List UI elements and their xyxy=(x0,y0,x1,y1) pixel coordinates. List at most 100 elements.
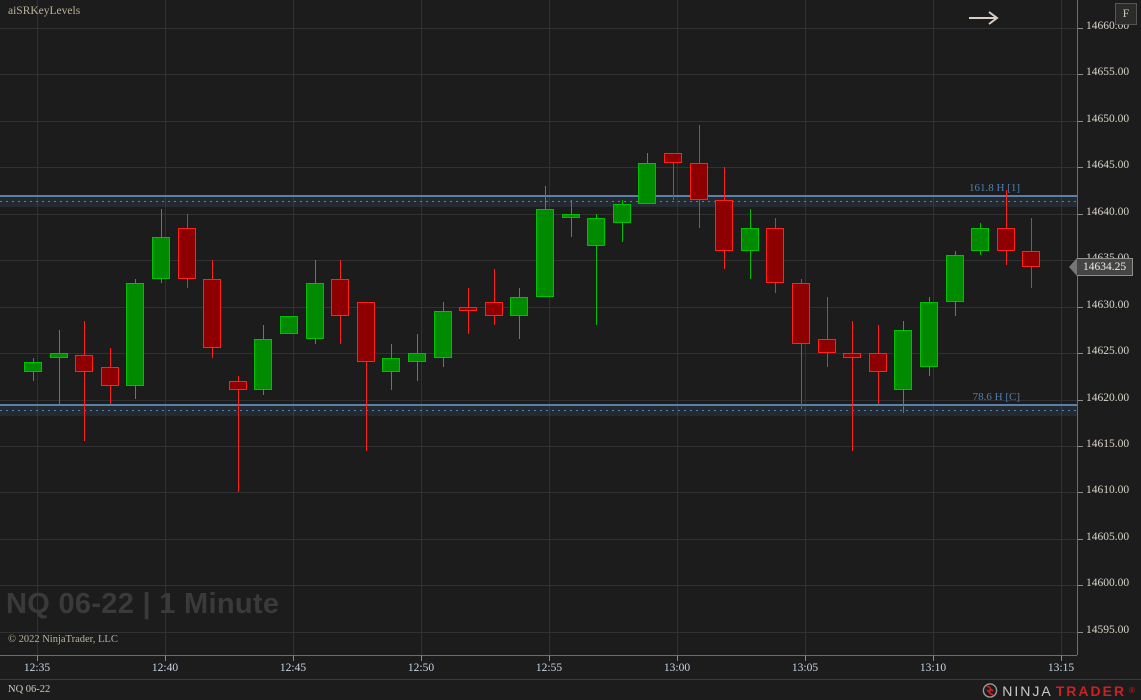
price-marker-value: 14634.25 xyxy=(1077,258,1134,277)
arrow-right-icon[interactable] xyxy=(967,10,1001,26)
time-axis-label: 12:50 xyxy=(407,662,435,674)
candle-body[interactable] xyxy=(741,227,759,251)
price-tick xyxy=(1078,632,1083,633)
candle-wick xyxy=(366,301,367,451)
candle-body[interactable] xyxy=(280,315,298,335)
time-tick xyxy=(677,656,678,661)
candle-wick xyxy=(827,297,828,367)
candlestick-series[interactable] xyxy=(0,0,1077,655)
sr-level-line[interactable] xyxy=(0,404,1077,407)
last-price-marker: 14634.25 xyxy=(1069,258,1134,277)
candle-body[interactable] xyxy=(75,355,93,372)
horizontal-gridline xyxy=(0,539,1077,540)
price-axis-label: 14610.00 xyxy=(1086,484,1130,496)
candle-body[interactable] xyxy=(510,297,528,316)
price-axis-label: 14640.00 xyxy=(1086,206,1130,218)
candle-body[interactable] xyxy=(459,306,477,312)
vertical-gridline xyxy=(677,0,678,655)
candle-body[interactable] xyxy=(997,227,1015,251)
vertical-gridline xyxy=(1061,0,1062,655)
candle-body[interactable] xyxy=(178,227,196,279)
candle-body[interactable] xyxy=(382,357,400,372)
time-axis-label: 12:35 xyxy=(23,662,51,674)
candle-body[interactable] xyxy=(229,380,247,391)
candle-body[interactable] xyxy=(818,339,836,354)
candle-body[interactable] xyxy=(152,236,170,279)
vertical-gridline xyxy=(549,0,550,655)
candle-body[interactable] xyxy=(613,204,631,223)
vertical-gridline xyxy=(37,0,38,655)
candle-body[interactable] xyxy=(971,227,989,251)
f-button[interactable]: F xyxy=(1115,3,1137,25)
time-tick xyxy=(37,656,38,661)
sr-band-fill xyxy=(0,195,1077,207)
candle-body[interactable] xyxy=(690,162,708,200)
brand-trader-text: TRADER xyxy=(1055,682,1127,699)
candle-body[interactable] xyxy=(254,339,272,391)
price-axis[interactable]: 14660.00 14655.00 14650.00 14645.00 14640.00… xyxy=(1077,0,1141,655)
candle-body[interactable] xyxy=(843,353,861,358)
time-tick xyxy=(1061,656,1062,661)
candle-body[interactable] xyxy=(434,311,452,358)
candle-wick xyxy=(801,278,802,409)
candle-body[interactable] xyxy=(946,255,964,302)
horizontal-gridline xyxy=(0,400,1077,401)
support-resistance-layer: 161.8 H [1] 78.6 H [C] xyxy=(0,182,1077,416)
candle-body[interactable] xyxy=(101,366,119,386)
price-marker-arrow xyxy=(1069,258,1077,277)
candle-body[interactable] xyxy=(331,278,349,316)
candle-body[interactable] xyxy=(24,362,42,372)
candle-body[interactable] xyxy=(485,301,503,316)
candle-body[interactable] xyxy=(664,153,682,163)
candle-body[interactable] xyxy=(587,218,605,247)
candle-body[interactable] xyxy=(536,209,554,298)
time-axis[interactable]: 12:35 12:40 12:45 12:50 12:55 13:00 13:05 13:10… xyxy=(0,655,1077,680)
price-axis-label: 14615.00 xyxy=(1086,438,1130,450)
time-axis-label: 12:55 xyxy=(535,662,563,674)
price-axis-label: 14620.00 xyxy=(1086,392,1130,404)
candle-body[interactable] xyxy=(357,301,375,363)
candle-wick xyxy=(494,269,495,326)
price-tick xyxy=(1078,167,1083,168)
candle-body[interactable] xyxy=(408,353,426,363)
candle-body[interactable] xyxy=(715,199,733,251)
candle-wick xyxy=(852,320,853,451)
candle-body[interactable] xyxy=(920,301,938,367)
candle-body[interactable] xyxy=(894,329,912,391)
indicator-label[interactable]: aiSRKeyLevels xyxy=(8,5,81,17)
time-tick xyxy=(165,656,166,661)
vertical-gridline xyxy=(165,0,166,655)
chart-plot-area[interactable]: 161.8 H [1] 78.6 H [C] aiSRKeyLevels NQ 0… xyxy=(0,0,1077,655)
candle-body[interactable] xyxy=(766,227,784,284)
ninja-mark-icon xyxy=(982,683,998,698)
candle-body[interactable] xyxy=(306,283,324,340)
brand-ninja-text: NINJA xyxy=(1002,682,1053,699)
candle-body[interactable] xyxy=(638,162,656,205)
price-axis-label: 14650.00 xyxy=(1086,113,1130,125)
candle-wick xyxy=(238,376,239,493)
candle-body[interactable] xyxy=(562,213,580,219)
price-tick xyxy=(1078,400,1083,401)
price-axis-label: 14600.00 xyxy=(1086,577,1130,589)
price-tick xyxy=(1078,585,1083,586)
price-tick xyxy=(1078,539,1083,540)
candle-body[interactable] xyxy=(126,283,144,386)
horizontal-gridline xyxy=(0,121,1077,122)
time-tick xyxy=(933,656,934,661)
horizontal-gridline xyxy=(0,632,1077,633)
horizontal-gridline xyxy=(0,28,1077,29)
vertical-gridline xyxy=(421,0,422,655)
sr-level-line[interactable] xyxy=(0,195,1077,198)
status-instrument-label: NQ 06-22 xyxy=(8,684,51,695)
price-tick xyxy=(1078,121,1083,122)
candle-body[interactable] xyxy=(792,283,810,344)
time-axis-label: 13:15 xyxy=(1047,662,1075,674)
time-axis-label: 13:10 xyxy=(919,662,947,674)
candle-body[interactable] xyxy=(1022,250,1040,268)
candle-body[interactable] xyxy=(50,353,68,358)
price-tick xyxy=(1078,28,1083,29)
candle-body[interactable] xyxy=(203,278,221,349)
candle-body[interactable] xyxy=(869,353,887,372)
sr-band-fill xyxy=(0,404,1077,416)
